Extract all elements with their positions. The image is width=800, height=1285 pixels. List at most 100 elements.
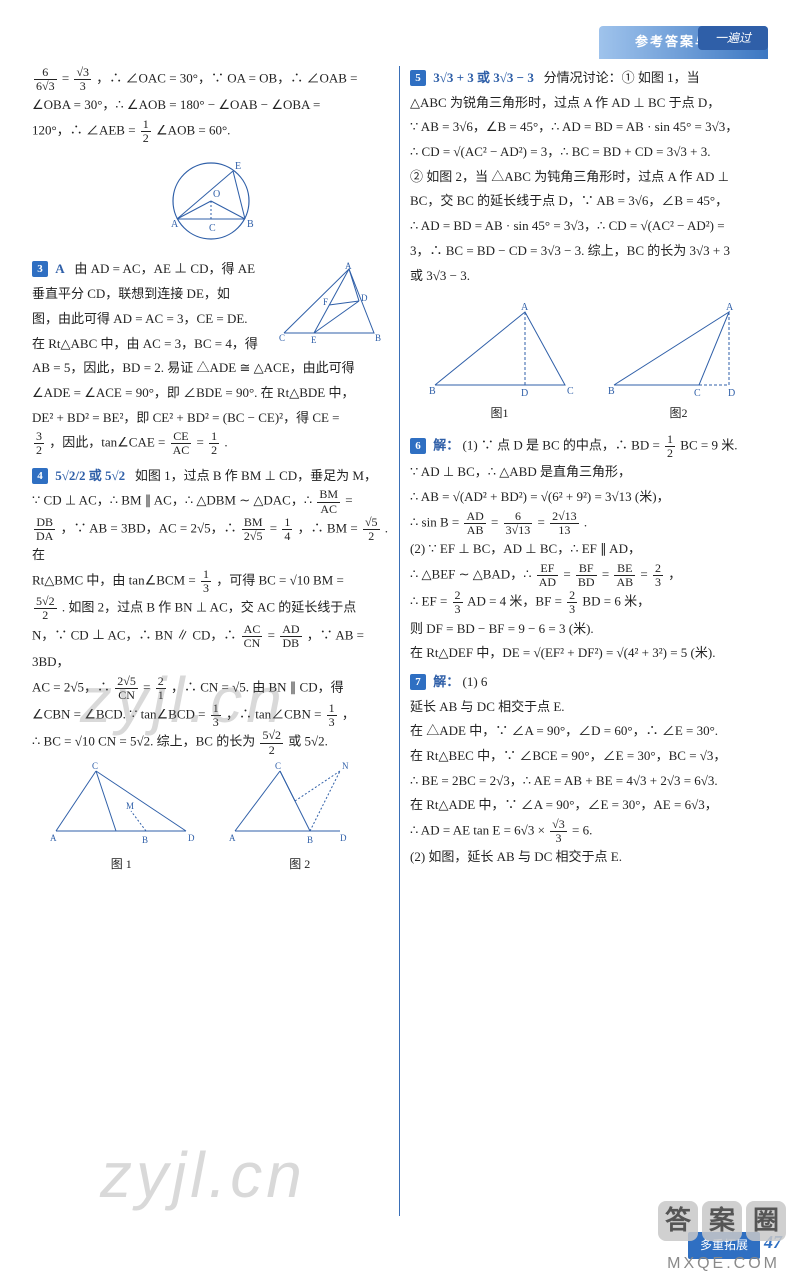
- q5-figures: B C A D 图1 B C A D: [410, 296, 768, 425]
- svg-text:A: A: [726, 302, 734, 313]
- p6s: 在 Rt△DEF 中，DE = √(EF² + DF²) = √(4² + 3²…: [410, 641, 768, 666]
- svg-text:N: N: [342, 761, 349, 771]
- p7g: ∴ AD = AE tan E = 6√3 × √33 = 6.: [410, 818, 768, 845]
- q4-answer: 5√2/2 或 5√2: [55, 468, 125, 483]
- p5h: 3，∴ BC = BD − CD = 3√3 − 3. 综上，BC 的长为 3√…: [410, 239, 768, 264]
- p4t: ∴ BC = √10 CN = 5√2. 综上，BC 的长为 5√22 或 5√…: [32, 729, 389, 756]
- q4-fig1-icon: A D C B M: [46, 761, 196, 851]
- q3-badge: 3: [32, 261, 48, 277]
- figure-circle: A B E O C: [32, 151, 389, 251]
- svg-text:B: B: [307, 835, 313, 845]
- q4-figures: A D C B M 图 1: [32, 757, 389, 876]
- p7f: 在 Rt△ADE 中，∵ ∠A = 90°，∠E = 30°，AE = 6√3，: [410, 793, 768, 818]
- svg-text:F: F: [323, 297, 328, 307]
- para-1: 66√3 = √33 ，∴ ∠OAC = 30°，∵ OA = OB，∴ ∠OA…: [32, 66, 389, 93]
- p3e: AB = 5，因此，BD = 2. 易证 △ADE ≅ △ACE，由此可得: [32, 356, 389, 381]
- p6e: ∴ sin B = ADAB = 63√13 = 2√1313 .: [410, 510, 768, 537]
- p5d: ∴ CD = √(AC² − AD²) = 3，∴ BC = BD + CD =…: [410, 140, 768, 165]
- p5e: ② 如图 2，当 △ABC 为钝角三角形时，过点 A 作 AD ⊥: [410, 165, 768, 190]
- p4j: 5√22 . 如图 2，过点 B 作 BN ⊥ AC，交 AC 的延长线于点: [32, 595, 389, 622]
- site-url: MXQE.COM: [667, 1249, 780, 1279]
- brand-badges: 答 案 圈: [658, 1201, 786, 1241]
- para-1c: 120°，∴ ∠AEB = 12 ∠AOB = 60°.: [32, 118, 389, 145]
- p4d: DBDA ，∵ AB = 3BD，AC = 2√5，∴ BM2√5 = 14 ，…: [32, 516, 389, 568]
- q7-head: 7 解： (1) 6: [410, 670, 768, 695]
- svg-text:D: D: [521, 388, 528, 399]
- circle-diagram-icon: A B E O C: [151, 151, 271, 251]
- p7i: (2) 如图，延长 AB 与 DC 相交于点 E.: [410, 845, 768, 870]
- p5c: ∵ AB = 3√6，∠B = 45°，∴ AD = BD = AB · sin…: [410, 115, 768, 140]
- svg-text:D: D: [728, 388, 735, 399]
- p6o: ∴ EF = 23 AD = 4 米，BF = 23 BD = 6 米，: [410, 589, 768, 616]
- q6-badge: 6: [410, 438, 426, 454]
- q6-head: 6 解： (1) ∵ 点 D 是 BC 的中点，∴ BD = 12 BC = 9…: [410, 433, 768, 460]
- svg-text:B: B: [247, 219, 254, 230]
- svg-text:A: A: [229, 833, 236, 843]
- svg-text:O: O: [213, 189, 220, 200]
- q3-block: A C B E D F 3 A 由 AD = AC，AE ⊥ CD，得 AE 垂…: [32, 257, 389, 356]
- p4h: Rt△BMC 中，由 tan∠BCM = 13 ，可得 BC = √10 BM …: [32, 568, 389, 595]
- content-columns: 66√3 = √33 ，∴ ∠OAC = 30°，∵ OA = OB，∴ ∠OA…: [22, 66, 778, 1216]
- q6-answer: 解：: [433, 438, 459, 453]
- brand-b2: 案: [702, 1201, 742, 1241]
- p3f: ∠ADE = ∠ACE = 90°，即 ∠BDE = 90°. 在 Rt△BDE…: [32, 381, 389, 406]
- svg-text:A: A: [345, 261, 352, 271]
- q5-head: 5 3√3 + 3 或 3√3 − 3 分情况讨论：① 如图 1，当: [410, 66, 768, 91]
- svg-text:E: E: [311, 335, 317, 345]
- svg-text:C: C: [567, 386, 574, 397]
- svg-text:B: B: [142, 835, 148, 845]
- left-column: 66√3 = √33 ，∴ ∠OAC = 30°，∵ OA = OB，∴ ∠OA…: [22, 66, 400, 1216]
- svg-text:C: C: [209, 223, 216, 234]
- p6d: ∴ AB = √(AD² + BD²) = √(6² + 9²) = 3√13 …: [410, 485, 768, 510]
- q4-fig2-icon: A C N B D: [225, 761, 375, 851]
- p5g: ∴ AD = BD = AB · sin 45° = 3√3，∴ CD = √(…: [410, 214, 768, 239]
- brand-b1: 答: [658, 1201, 698, 1241]
- svg-text:M: M: [126, 801, 134, 811]
- q5-answer: 3√3 + 3 或 3√3 − 3: [433, 70, 534, 85]
- svg-text:D: D: [361, 293, 368, 303]
- svg-text:E: E: [235, 161, 241, 172]
- p6j: ∴ △BEF ∼ △BAD，∴ EFAD = BFBD = BEAB = 23 …: [410, 562, 768, 589]
- p5f: BC，交 BC 的延长线于点 D，∵ AB = 3√6，∠B = 45°，: [410, 189, 768, 214]
- header-cap: 一遍过: [698, 26, 768, 50]
- q7-answer: 解：: [433, 674, 459, 689]
- triangle-q3-icon: A C B E D F: [279, 261, 389, 346]
- p3h: 32 ，因此，tan∠CAE = CEAC = 12 .: [32, 430, 389, 457]
- p3g: DE² + BD² = BE²，即 CE² + BD² = (BC − CE)²…: [32, 406, 389, 431]
- q3-answer: A: [55, 261, 64, 276]
- p6r: 则 DF = BD − BF = 9 − 6 = 3 (米).: [410, 617, 768, 642]
- svg-text:C: C: [694, 388, 701, 399]
- p5b: △ABC 为锐角三角形时，过点 A 作 AD ⊥ BC 于点 D，: [410, 91, 768, 116]
- header: 参考答案与解析 一遍过: [22, 18, 778, 66]
- p4q: ∠CBN = ∠BCD. ∵ tan∠BCD = 13 ，∴ tan∠CBN =…: [32, 702, 389, 729]
- svg-text:D: D: [340, 833, 347, 843]
- p4k: N，∵ CD ⊥ AC，∴ BN ∥ CD，∴ ACCN = ADDB ，∵ A…: [32, 623, 389, 675]
- svg-text:B: B: [375, 333, 381, 343]
- q5-badge: 5: [410, 70, 426, 86]
- brand-b3: 圈: [746, 1201, 786, 1241]
- svg-text:A: A: [171, 219, 179, 230]
- q4-badge: 4: [32, 468, 48, 484]
- p7c: 在 △ADE 中，∵ ∠A = 90°，∠D = 60°，∴ ∠E = 30°.: [410, 719, 768, 744]
- page: 参考答案与解析 一遍过 66√3 = √33 ，∴ ∠OAC = 30°，∵ O…: [0, 0, 800, 1285]
- p6c: ∵ AD ⊥ BC，∴ △ABD 是直角三角形，: [410, 460, 768, 485]
- svg-text:C: C: [92, 761, 98, 771]
- svg-text:C: C: [275, 761, 281, 771]
- q4-head: 4 5√2/2 或 5√2 如图 1，过点 B 作 BM ⊥ CD，垂足为 M，: [32, 464, 389, 489]
- svg-text:D: D: [188, 833, 195, 843]
- svg-text:B: B: [429, 386, 436, 397]
- q7-badge: 7: [410, 674, 426, 690]
- p6i: (2) ∵ EF ⊥ BC，AD ⊥ BC，∴ EF ∥ AD，: [410, 537, 768, 562]
- para-1b: ∠OBA = 30°，∴ ∠AOB = 180° − ∠OAB − ∠OBA =: [32, 93, 389, 118]
- p5i: 或 3√3 − 3.: [410, 264, 768, 289]
- p7b: 延长 AB 与 DC 相交于点 E.: [410, 695, 768, 720]
- p7e: ∴ BE = 2BC = 2√3，∴ AE = AB + BE = 4√3 + …: [410, 769, 768, 794]
- svg-text:A: A: [50, 833, 57, 843]
- right-column: 5 3√3 + 3 或 3√3 − 3 分情况讨论：① 如图 1，当 △ABC …: [400, 66, 778, 1216]
- q5-fig1-icon: B C A D: [425, 300, 575, 400]
- p4b: ∵ CD ⊥ AC，∴ BM ∥ AC，∴ △DBM ∼ △DAC，∴ BMAC…: [32, 488, 389, 515]
- svg-text:C: C: [279, 333, 285, 343]
- p4n: AC = 2√5，∴ 2√5CN = 21 ，∴ CN = √5. 由 BN ∥…: [32, 675, 389, 702]
- q5-fig2-icon: B C A D: [604, 300, 754, 400]
- svg-text:A: A: [521, 302, 529, 313]
